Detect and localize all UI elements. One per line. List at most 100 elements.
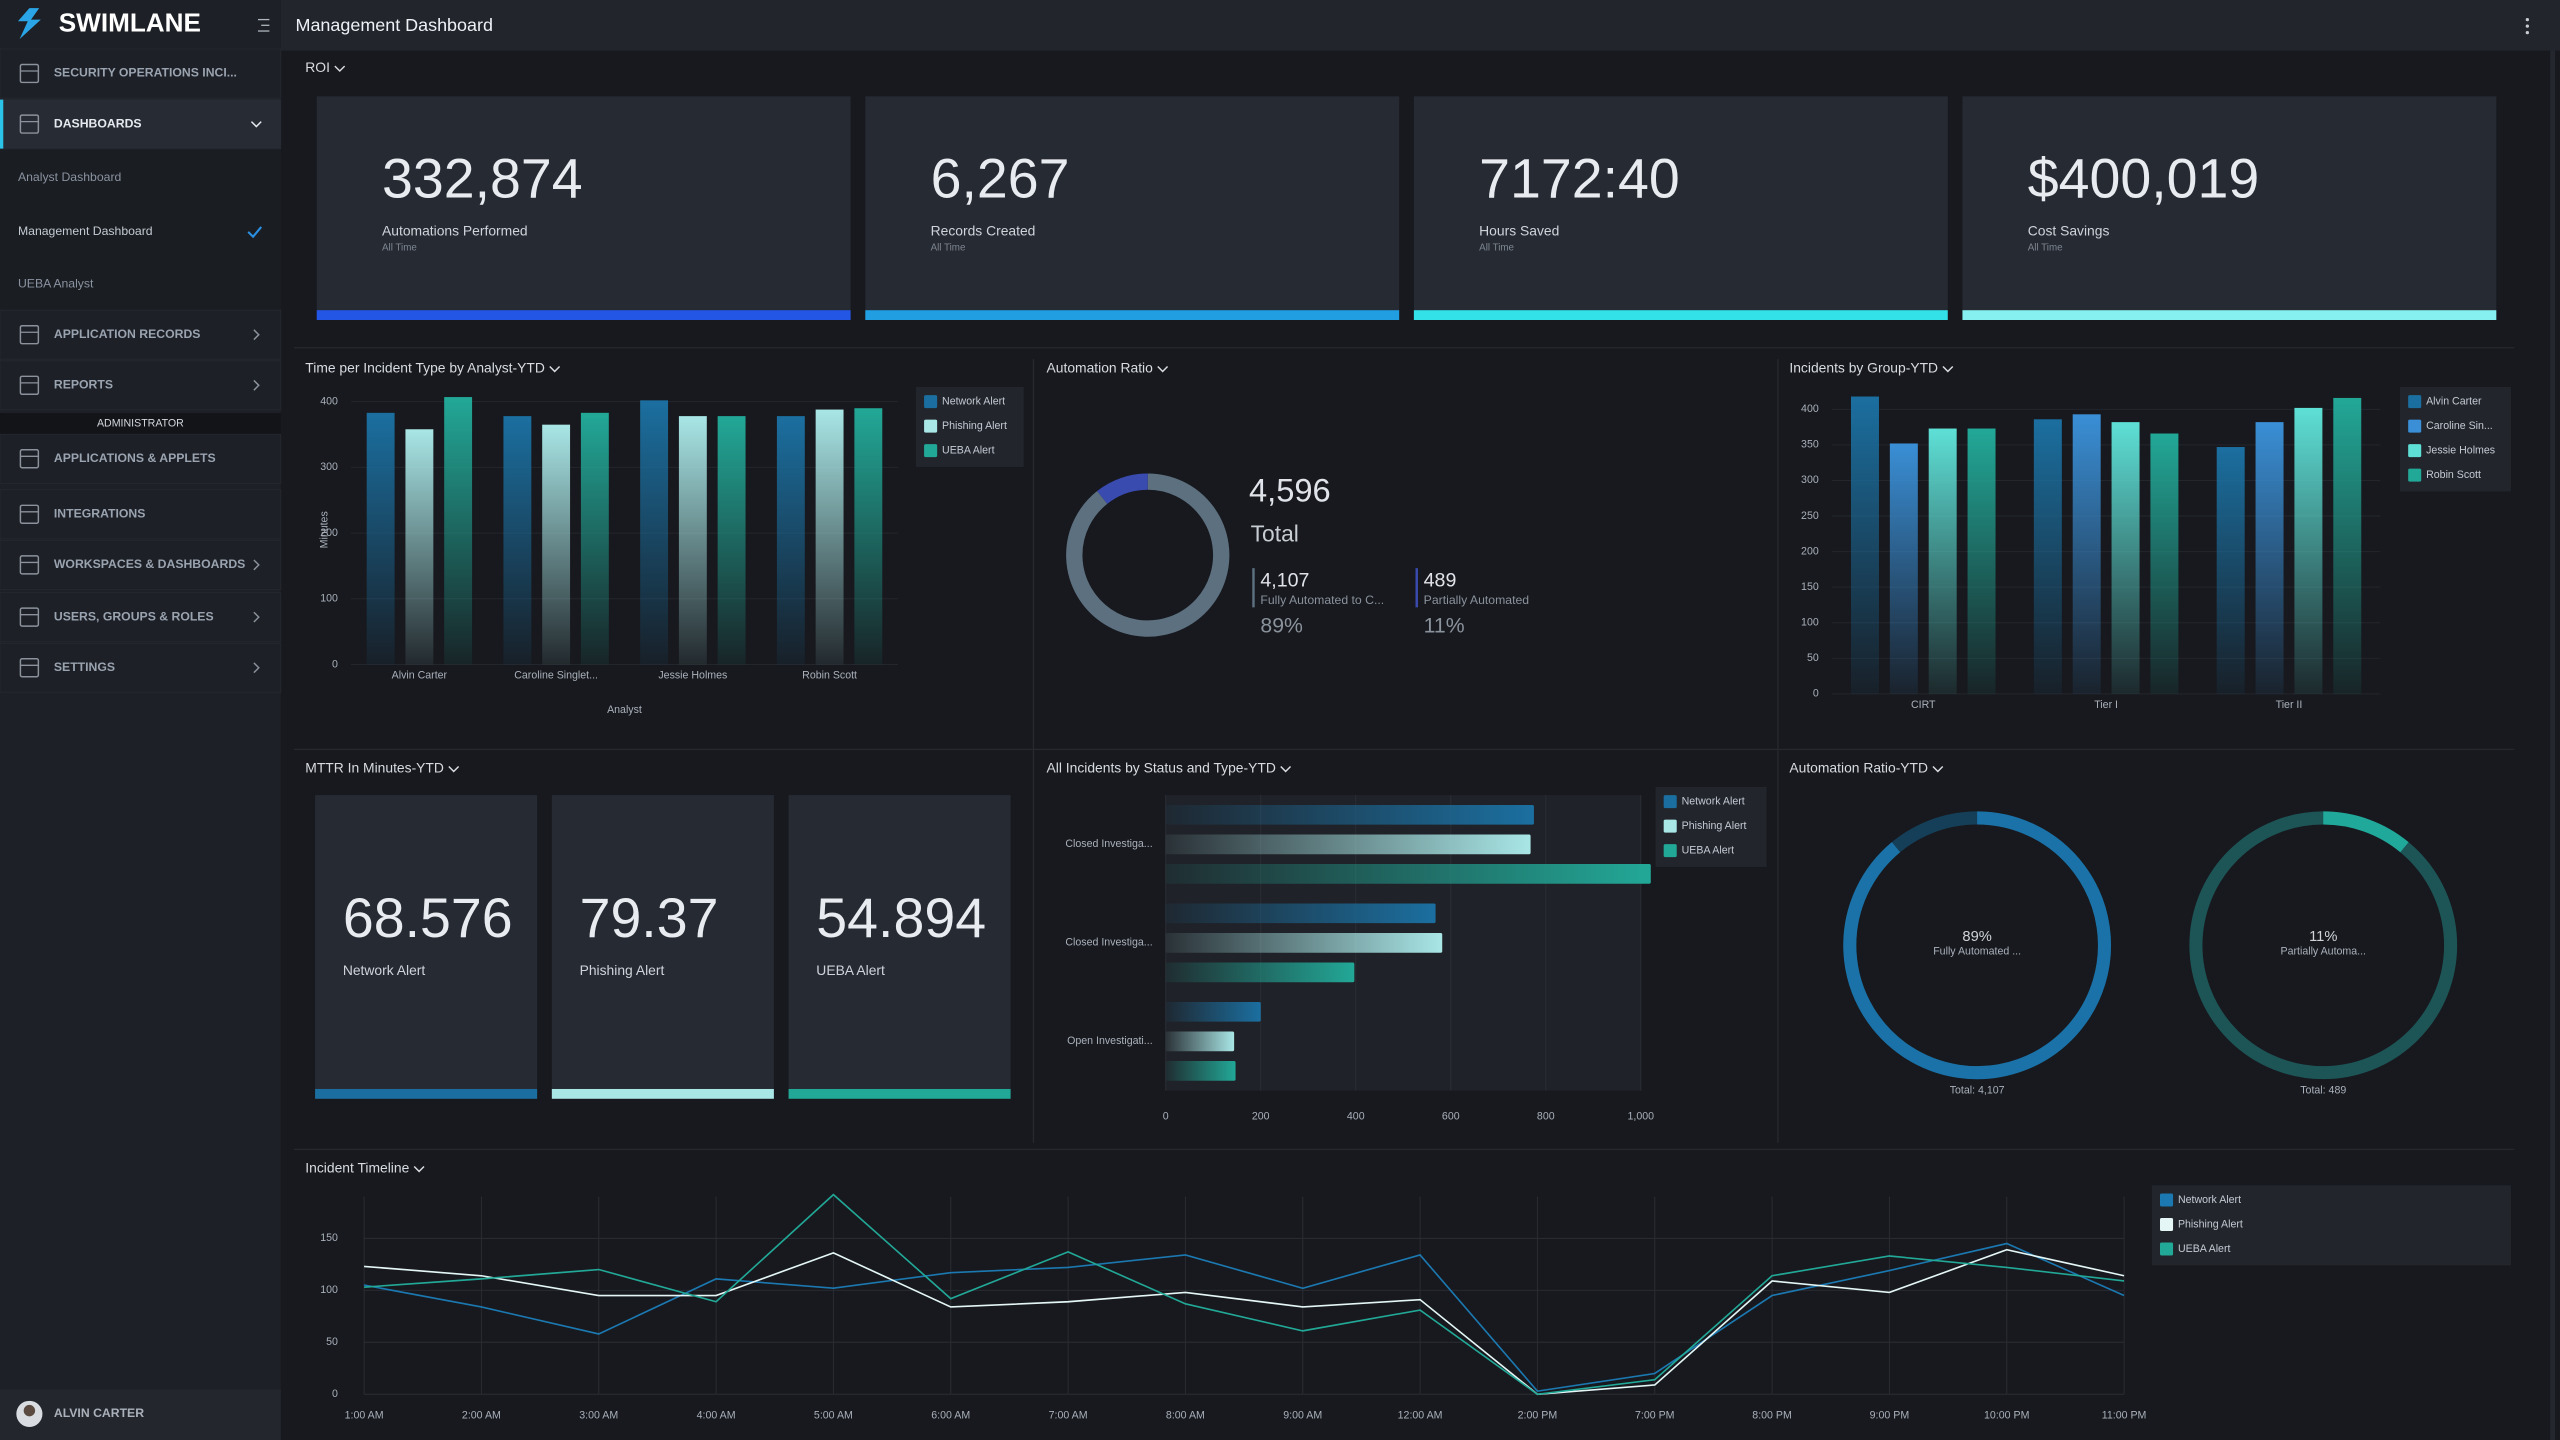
legend-label: Phishing Alert [942,420,1007,432]
bar[interactable] [2111,422,2140,694]
scrollbar[interactable] [2550,50,2556,1440]
bar[interactable] [2294,407,2323,694]
bar[interactable] [2333,397,2362,694]
bar[interactable] [854,408,883,665]
chevron[interactable] [549,366,561,373]
nav-label: APPLICATIONS & APPLETS [54,451,216,465]
chevron[interactable] [1157,366,1169,373]
nav-item[interactable] [0,433,282,484]
bar[interactable] [2072,414,2101,694]
legend-swatch[interactable] [2160,1217,2174,1232]
bar[interactable] [1165,1001,1261,1022]
legend-label: Alvin Carter [2426,395,2482,407]
bar[interactable] [2216,447,2245,694]
chevron[interactable] [253,379,260,391]
nav-item[interactable] [0,360,282,411]
menu-dots[interactable] [2525,17,2529,35]
gauge-arc[interactable] [1843,811,2111,1080]
logo[interactable]: SWIMLANE [17,7,201,40]
bar[interactable] [542,424,571,665]
chevron[interactable] [1932,766,1944,773]
bar[interactable] [1165,933,1443,953]
chevron[interactable] [413,1166,425,1173]
y-tick-label: 50 [1807,652,1819,664]
bar[interactable] [366,412,395,665]
donut-slice[interactable] [1066,473,1230,637]
gauge-value: 89% [1962,929,1991,945]
gauge-label: Partially Automa... [2281,946,2367,958]
nav-item[interactable] [0,99,282,149]
y-tick-label: 200 [320,527,338,539]
bar[interactable] [2255,422,2284,694]
chevron[interactable] [334,65,346,73]
x-tick-label: Jessie Holmes [658,670,727,682]
bar[interactable] [503,416,532,665]
x-tick-label: 2:00 PM [1518,1409,1558,1421]
nav-item[interactable] [0,592,282,643]
panel-title: Incidents by Group-YTD [1789,360,1938,376]
chevron[interactable] [1942,366,1954,373]
bar[interactable] [815,409,844,665]
legend-swatch[interactable] [2160,1193,2174,1207]
x-tick-label: 1:00 AM [345,1409,384,1421]
kpi-value: 6,267 [931,148,1070,210]
legend-swatch[interactable] [924,419,938,433]
legend-swatch[interactable] [1663,819,1677,833]
bar[interactable] [1889,443,1918,694]
legend-swatch[interactable] [924,444,938,458]
line[interactable] [363,1242,2125,1393]
bar[interactable] [1165,834,1531,855]
legend-swatch[interactable] [2408,419,2422,433]
bar[interactable] [1928,428,1957,694]
chevron[interactable] [253,329,260,341]
bar[interactable] [717,416,746,665]
bar[interactable] [1967,428,1996,694]
legend-swatch[interactable] [2408,395,2422,409]
bar[interactable] [776,416,805,665]
bar[interactable] [1165,1031,1235,1052]
kpi-label: Records Created [931,222,1036,238]
bar[interactable] [444,397,473,665]
legend-swatch[interactable] [1663,795,1677,809]
dot [2525,17,2529,22]
bar[interactable] [1850,396,1879,694]
nav-item[interactable] [0,540,282,590]
gauge-arc[interactable] [2323,811,2409,853]
nav-item[interactable] [0,48,282,99]
donut-slice[interactable] [1097,473,1149,505]
bar[interactable] [1165,962,1355,983]
nav-item[interactable] [0,642,282,693]
chevron[interactable] [253,559,260,571]
bar[interactable] [1165,1061,1236,1081]
line[interactable] [364,1193,2125,1396]
legend-swatch[interactable] [2160,1242,2174,1256]
chevron[interactable] [253,611,260,623]
kpi-card [316,96,851,320]
bar[interactable] [1165,804,1534,825]
nav-item[interactable] [0,489,282,540]
nav-item[interactable] [0,309,282,360]
line[interactable] [364,1248,2125,1396]
bar[interactable] [678,416,707,665]
kpi-value: $400,019 [2028,148,2260,210]
bar[interactable] [1165,903,1436,924]
bar[interactable] [1165,864,1651,884]
chevron[interactable] [253,662,260,674]
chevron[interactable] [250,121,262,128]
bar[interactable] [2033,419,2062,694]
legend-swatch[interactable] [1663,844,1677,858]
bar[interactable] [2150,433,2179,694]
collapse-button[interactable] [257,18,270,32]
bar[interactable] [405,429,434,665]
bar[interactable] [640,400,669,665]
y-tick-label: 300 [320,461,338,473]
legend-swatch[interactable] [924,395,938,409]
legend-label: Network Alert [942,395,1005,407]
user-bar[interactable] [0,1389,281,1440]
chevron[interactable] [1280,766,1292,773]
chevron[interactable] [448,766,460,773]
legend-swatch[interactable] [2408,444,2422,458]
admin-title: ADMINISTRATOR [97,417,184,429]
legend-swatch[interactable] [2408,468,2422,482]
bar[interactable] [580,412,609,665]
